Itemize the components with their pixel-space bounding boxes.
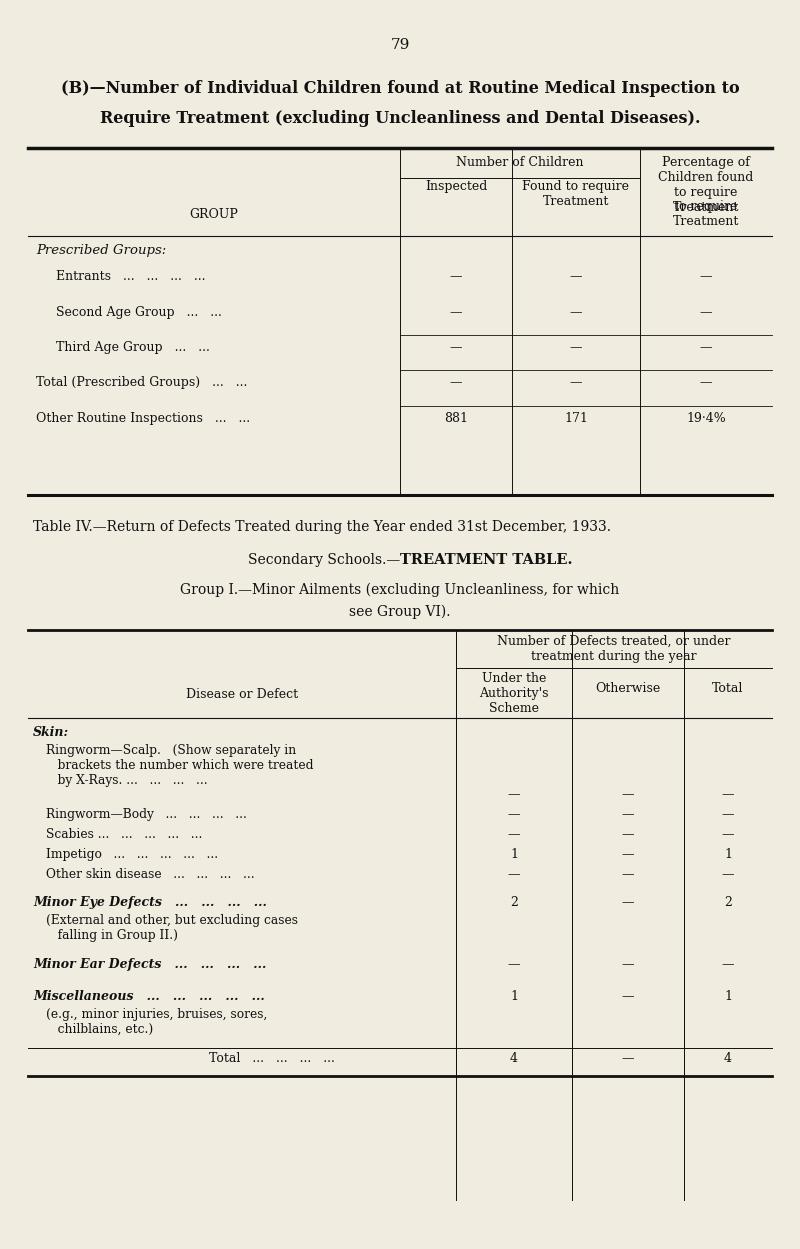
Text: —: —: [622, 848, 634, 861]
Text: —: —: [622, 990, 634, 1003]
Text: 2: 2: [724, 896, 732, 909]
Text: Skin:: Skin:: [33, 726, 69, 739]
Text: —: —: [622, 896, 634, 909]
Text: Percentage of
Children found
to require
Treatment: Percentage of Children found to require …: [658, 156, 754, 214]
Text: 79: 79: [390, 37, 410, 52]
Text: —: —: [450, 376, 462, 388]
Text: Inspected: Inspected: [425, 180, 487, 194]
Text: Minor Eye Defects   ...   ...   ...   ...: Minor Eye Defects ... ... ... ...: [33, 896, 267, 909]
Text: —: —: [700, 306, 712, 318]
Text: GROUP: GROUP: [190, 209, 238, 221]
Text: Require Treatment (excluding Uncleanliness and Dental Diseases).: Require Treatment (excluding Uncleanline…: [100, 110, 700, 127]
Text: —: —: [722, 828, 734, 841]
Text: —: —: [700, 341, 712, 353]
Text: Otherwise: Otherwise: [595, 682, 661, 694]
Text: Third Age Group   ...   ...: Third Age Group ... ...: [56, 341, 210, 353]
Text: 1: 1: [724, 990, 732, 1003]
Text: —: —: [450, 341, 462, 353]
Text: (External and other, but excluding cases
   falling in Group II.): (External and other, but excluding cases…: [46, 914, 298, 942]
Text: —: —: [450, 270, 462, 284]
Text: —: —: [570, 270, 582, 284]
Text: (e.g., minor injuries, bruises, sores,
   chilblains, etc.): (e.g., minor injuries, bruises, sores, c…: [46, 1008, 267, 1035]
Text: —: —: [508, 788, 520, 801]
Text: Impetigo   ...   ...   ...   ...   ...: Impetigo ... ... ... ... ...: [46, 848, 218, 861]
Text: —: —: [450, 306, 462, 318]
Text: Secondary Schools.—: Secondary Schools.—: [248, 553, 400, 567]
Text: —: —: [722, 788, 734, 801]
Text: 4: 4: [510, 1052, 518, 1065]
Text: Under the
Authority's
Scheme: Under the Authority's Scheme: [479, 672, 549, 714]
Text: 4: 4: [724, 1052, 732, 1065]
Text: see Group VI).: see Group VI).: [350, 605, 450, 620]
Text: —: —: [622, 808, 634, 821]
Text: —: —: [508, 958, 520, 970]
Text: Found to require
Treatment: Found to require Treatment: [522, 180, 630, 209]
Text: —: —: [570, 376, 582, 388]
Text: Number of Children: Number of Children: [456, 156, 584, 169]
Text: —: —: [722, 868, 734, 881]
Text: Prescribed Groups:: Prescribed Groups:: [36, 244, 166, 257]
Text: 2: 2: [510, 896, 518, 909]
Text: 19·4%: 19·4%: [686, 412, 726, 425]
Text: —: —: [508, 828, 520, 841]
Text: 171: 171: [564, 412, 588, 425]
Text: Total (Prescribed Groups)   ...   ...: Total (Prescribed Groups) ... ...: [36, 376, 247, 388]
Text: 1: 1: [724, 848, 732, 861]
Text: Ringworm—Scalp.   (Show separately in
   brackets the number which were treated
: Ringworm—Scalp. (Show separately in brac…: [46, 744, 314, 787]
Text: Group I.—Minor Ailments (excluding Uncleanliness, for which: Group I.—Minor Ailments (excluding Uncle…: [180, 583, 620, 597]
Text: Number of Defects treated, or under
treatment during the year: Number of Defects treated, or under trea…: [498, 634, 730, 663]
Text: —: —: [622, 788, 634, 801]
Text: —: —: [508, 808, 520, 821]
Text: —: —: [622, 868, 634, 881]
Text: Other skin disease   ...   ...   ...   ...: Other skin disease ... ... ... ...: [46, 868, 254, 881]
Text: Entrants   ...   ...   ...   ...: Entrants ... ... ... ...: [56, 270, 206, 284]
Text: Scabies ...   ...   ...   ...   ...: Scabies ... ... ... ... ...: [46, 828, 202, 841]
Text: —: —: [722, 808, 734, 821]
Text: —: —: [570, 306, 582, 318]
Text: 1: 1: [510, 848, 518, 861]
Text: Disease or Defect: Disease or Defect: [186, 688, 298, 701]
Text: —: —: [570, 341, 582, 353]
Text: —: —: [700, 270, 712, 284]
Text: Second Age Group   ...   ...: Second Age Group ... ...: [56, 306, 222, 318]
Text: —: —: [622, 828, 634, 841]
Text: —: —: [508, 868, 520, 881]
Text: to require
Treatment: to require Treatment: [673, 200, 739, 229]
Text: —: —: [700, 376, 712, 388]
Text: —: —: [722, 958, 734, 970]
Text: —: —: [622, 1052, 634, 1065]
Text: Miscellaneous   ...   ...   ...   ...   ...: Miscellaneous ... ... ... ... ...: [33, 990, 265, 1003]
Text: Total   ...   ...   ...   ...: Total ... ... ... ...: [209, 1052, 335, 1065]
Text: Table IV.—Return of Defects Treated during the Year ended 31st December, 1933.: Table IV.—Return of Defects Treated duri…: [33, 520, 611, 535]
Text: Other Routine Inspections   ...   ...: Other Routine Inspections ... ...: [36, 412, 250, 425]
Text: (B)—Number of Individual Children found at Routine Medical Inspection to: (B)—Number of Individual Children found …: [61, 80, 739, 97]
Text: Minor Ear Defects   ...   ...   ...   ...: Minor Ear Defects ... ... ... ...: [33, 958, 266, 970]
Text: —: —: [622, 958, 634, 970]
Text: 1: 1: [510, 990, 518, 1003]
Text: TREATMENT TABLE.: TREATMENT TABLE.: [400, 553, 573, 567]
Text: 881: 881: [444, 412, 468, 425]
Text: Total: Total: [712, 682, 744, 694]
Text: Ringworm—Body   ...   ...   ...   ...: Ringworm—Body ... ... ... ...: [46, 808, 247, 821]
